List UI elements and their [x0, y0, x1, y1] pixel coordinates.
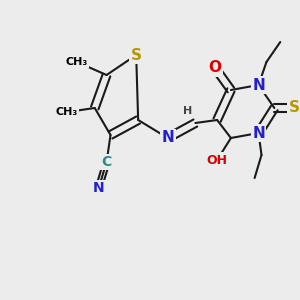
Text: N: N — [161, 130, 174, 146]
Text: S: S — [131, 47, 142, 62]
Text: OH: OH — [207, 154, 228, 166]
Text: S: S — [289, 100, 300, 116]
Text: CH₃: CH₃ — [56, 107, 78, 117]
Text: N: N — [93, 181, 104, 195]
Text: N: N — [252, 77, 265, 92]
Text: N: N — [252, 125, 265, 140]
Text: O: O — [208, 61, 222, 76]
Text: C: C — [101, 155, 112, 169]
Text: H: H — [183, 106, 192, 116]
Text: CH₃: CH₃ — [66, 57, 88, 67]
